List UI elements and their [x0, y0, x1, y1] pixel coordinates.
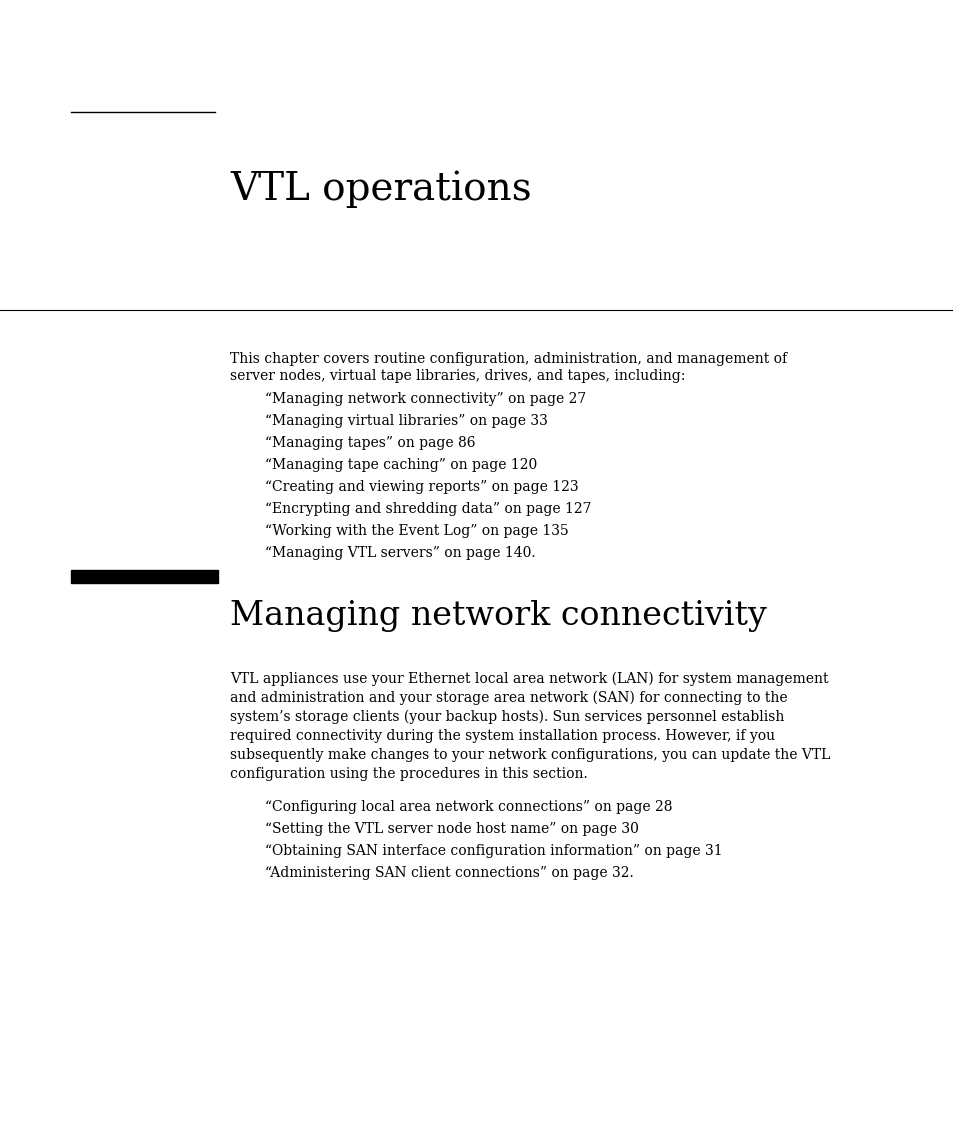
- Text: “Configuring local area network connections” on page 28: “Configuring local area network connecti…: [265, 800, 672, 814]
- Text: system’s storage clients (your backup hosts). Sun services personnel establish: system’s storage clients (your backup ho…: [230, 710, 783, 725]
- Text: configuration using the procedures in this section.: configuration using the procedures in th…: [230, 767, 587, 781]
- Text: subsequently make changes to your network configurations, you can update the VTL: subsequently make changes to your networ…: [230, 748, 829, 763]
- Text: “Managing tape caching” on page 120: “Managing tape caching” on page 120: [265, 458, 537, 472]
- Text: This chapter covers routine configuration, administration, and management of: This chapter covers routine configuratio…: [230, 352, 786, 366]
- Text: server nodes, virtual tape libraries, drives, and tapes, including:: server nodes, virtual tape libraries, dr…: [230, 369, 684, 382]
- Text: VTL operations: VTL operations: [230, 169, 531, 207]
- Text: “Managing network connectivity” on page 27: “Managing network connectivity” on page …: [265, 392, 586, 406]
- Bar: [71, 570, 218, 583]
- Text: and administration and your storage area network (SAN) for connecting to the: and administration and your storage area…: [230, 690, 787, 705]
- Text: “Managing VTL servers” on page 140.: “Managing VTL servers” on page 140.: [265, 546, 535, 560]
- Text: “Managing tapes” on page 86: “Managing tapes” on page 86: [265, 436, 475, 450]
- Text: “Managing virtual libraries” on page 33: “Managing virtual libraries” on page 33: [265, 414, 547, 428]
- Text: “Setting the VTL server node host name” on page 30: “Setting the VTL server node host name” …: [265, 822, 639, 836]
- Text: “Administering SAN client connections” on page 32.: “Administering SAN client connections” o…: [265, 866, 633, 881]
- Text: Managing network connectivity: Managing network connectivity: [230, 600, 766, 632]
- Text: “Encrypting and shredding data” on page 127: “Encrypting and shredding data” on page …: [265, 502, 591, 516]
- Text: “Working with the Event Log” on page 135: “Working with the Event Log” on page 135: [265, 524, 568, 538]
- Text: “Creating and viewing reports” on page 123: “Creating and viewing reports” on page 1…: [265, 480, 578, 493]
- Text: “Obtaining SAN interface configuration information” on page 31: “Obtaining SAN interface configuration i…: [265, 844, 721, 858]
- Text: required connectivity during the system installation process. However, if you: required connectivity during the system …: [230, 729, 774, 743]
- Text: VTL appliances use your Ethernet local area network (LAN) for system management: VTL appliances use your Ethernet local a…: [230, 672, 827, 686]
